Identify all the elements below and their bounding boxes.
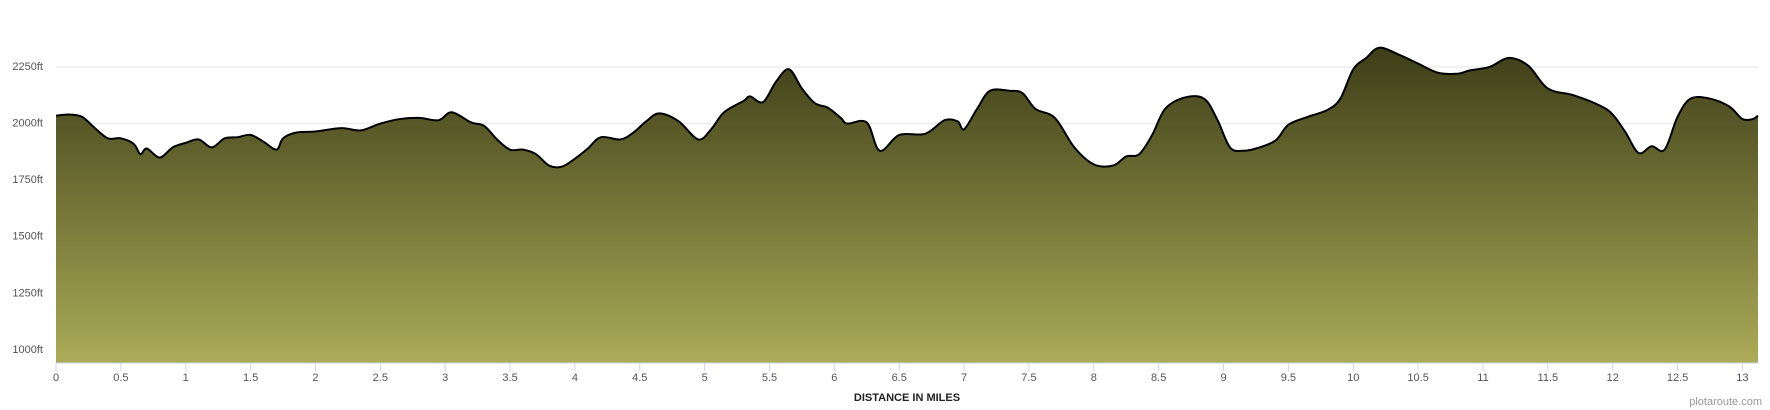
x-tick-label: 12 <box>1607 372 1619 384</box>
y-tick-label: 1500ft <box>12 231 43 243</box>
x-tick-label: 6.5 <box>892 372 907 384</box>
x-tick-label: 7.5 <box>1021 372 1036 384</box>
x-tick-label: 0.5 <box>113 372 128 384</box>
x-tick-label: 2 <box>312 372 318 384</box>
elevation-line <box>55 46 1759 169</box>
x-tick-label: 7 <box>961 372 967 384</box>
x-tick-label: 13 <box>1736 372 1748 384</box>
x-tick-label: 1.5 <box>243 372 258 384</box>
area-fill <box>56 47 1758 364</box>
x-tick-label: 3.5 <box>502 372 517 384</box>
y-tick-label: 2000ft <box>12 118 43 130</box>
x-tick-label: 5 <box>702 372 708 384</box>
y-tick-label: 2250ft <box>12 61 43 73</box>
x-axis-title: DISTANCE IN MILES <box>854 392 960 404</box>
x-tick-label: 9 <box>1220 372 1226 384</box>
x-tick-label: 1 <box>183 372 189 384</box>
y-tick-label: 1000ft <box>12 344 43 356</box>
x-tick-label: 10.5 <box>1407 372 1428 384</box>
y-tick-label: 1250ft <box>12 287 43 299</box>
x-tick-label: 2.5 <box>373 372 388 384</box>
credit[interactable]: plotaroute.com <box>1689 396 1762 408</box>
x-tick-label: 6 <box>831 372 837 384</box>
x-tick-label: 0 <box>53 372 59 384</box>
y-tick-label: 1750ft <box>12 174 43 186</box>
x-tick-label: 12.5 <box>1667 372 1688 384</box>
x-tick-label: 11.5 <box>1538 372 1559 384</box>
x-tick-label: 4 <box>572 372 578 384</box>
x-tick-label: 9.5 <box>1281 372 1296 384</box>
x-tick-label: 3 <box>442 372 448 384</box>
x-tick-label: 5.5 <box>762 372 777 384</box>
x-tick-label: 10 <box>1347 372 1359 384</box>
x-tick-label: 8.5 <box>1151 372 1166 384</box>
x-tick-label: 4.5 <box>632 372 647 384</box>
x-tick-label: 8 <box>1091 372 1097 384</box>
x-tick-label: 11 <box>1477 372 1488 384</box>
